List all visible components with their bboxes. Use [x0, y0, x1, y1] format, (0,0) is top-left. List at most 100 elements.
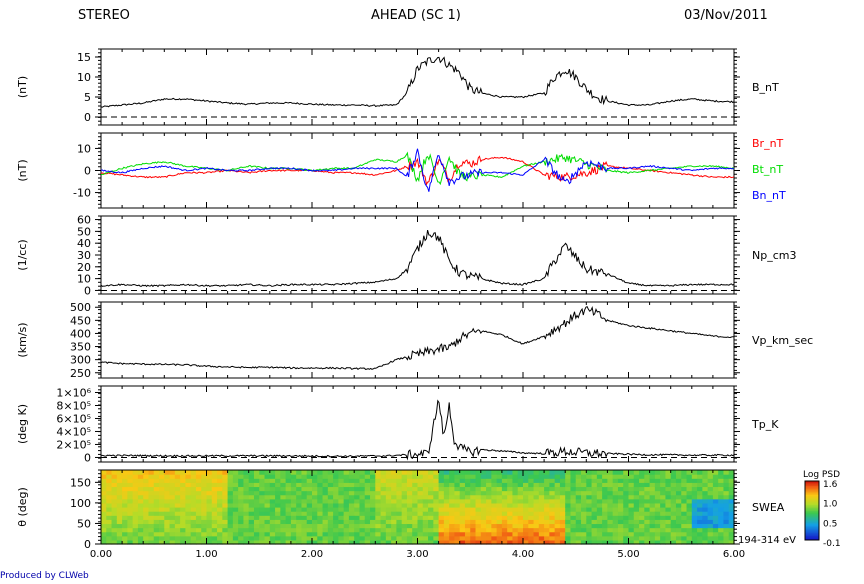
heatmap-cell — [190, 486, 197, 492]
heatmap-cell — [523, 531, 529, 537]
heatmap-cell — [728, 539, 735, 545]
heatmap-cell — [217, 535, 223, 541]
heatmap-cell — [217, 486, 223, 492]
heatmap-cell — [723, 490, 730, 496]
colorbar-cell — [805, 529, 819, 532]
heatmap-cell — [691, 502, 698, 508]
heatmap-cell — [633, 515, 640, 520]
x-tick-label: 0.00 — [90, 549, 112, 560]
heatmap-cell — [433, 490, 440, 496]
heatmap-cell — [343, 539, 350, 545]
heatmap-cell — [412, 490, 419, 496]
heatmap-cell — [380, 482, 387, 488]
heatmap-cell — [443, 519, 450, 525]
heatmap-cell — [101, 527, 107, 533]
heatmap-cell — [338, 511, 345, 516]
heatmap-cell — [343, 527, 350, 533]
heatmap-cell — [238, 494, 245, 500]
heatmap-cell — [122, 494, 128, 500]
heatmap-cell — [681, 531, 688, 537]
heatmap-cell — [127, 515, 134, 520]
heatmap-cell — [675, 474, 682, 479]
heatmap-cell — [232, 527, 239, 533]
heatmap-cell — [691, 490, 698, 496]
heatmap-cell — [174, 470, 181, 475]
heatmap-cell — [127, 527, 134, 533]
heatmap-cell — [269, 515, 276, 520]
heatmap-cell — [164, 507, 171, 512]
heatmap-cell — [443, 511, 450, 516]
heatmap-cell — [348, 474, 355, 479]
heatmap-cell — [686, 474, 693, 479]
heatmap-cell — [285, 470, 292, 475]
colorbar-cell — [805, 483, 819, 486]
heatmap-cell — [454, 527, 461, 533]
heatmap-cell — [180, 502, 186, 508]
heatmap-cell — [496, 502, 503, 508]
heatmap-cell — [459, 523, 466, 529]
heatmap-cell — [422, 490, 429, 496]
heatmap-cell — [385, 494, 392, 500]
heatmap-cell — [232, 498, 239, 504]
heatmap-cell — [253, 474, 260, 479]
heatmap-cell — [491, 511, 498, 516]
heatmap-cell — [417, 478, 424, 483]
heatmap-cell — [195, 494, 202, 500]
heatmap-cell — [496, 507, 503, 512]
heatmap-cell — [348, 490, 355, 496]
heatmap-cell — [480, 535, 487, 541]
heatmap-cell — [253, 539, 260, 545]
heatmap-cell — [275, 515, 281, 520]
heatmap-cell — [285, 478, 292, 483]
heatmap-cell — [681, 519, 688, 525]
heatmap-cell — [391, 519, 397, 525]
heatmap-cell — [148, 515, 155, 520]
heatmap-cell — [623, 531, 630, 537]
heatmap-cell — [343, 519, 350, 525]
heatmap-cell — [433, 519, 440, 525]
heatmap-cell — [143, 515, 150, 520]
heatmap-cell — [164, 494, 171, 500]
heatmap-cell — [206, 527, 213, 533]
heatmap-cell — [628, 511, 635, 516]
heatmap-cell — [380, 494, 387, 500]
heatmap-cell — [591, 474, 598, 479]
heatmap-cell — [596, 470, 603, 475]
heatmap-cell — [401, 539, 408, 545]
heatmap-cell — [528, 478, 535, 483]
heatmap-cell — [280, 502, 287, 508]
heatmap-cell — [238, 511, 245, 516]
heatmap-cell — [159, 490, 165, 496]
heatmap-cell — [122, 470, 128, 475]
heatmap-cell — [132, 519, 139, 525]
heatmap-cell — [137, 531, 144, 537]
heatmap-cell — [470, 507, 477, 512]
heatmap-cell — [544, 527, 550, 533]
heatmap-cell — [232, 478, 239, 483]
heatmap-cell — [428, 507, 434, 512]
heatmap-cell — [428, 482, 434, 488]
heatmap-cell — [523, 507, 529, 512]
heatmap-cell — [665, 498, 672, 504]
heatmap-cell — [596, 486, 603, 492]
heatmap-cell — [391, 535, 397, 541]
heatmap-cell — [174, 474, 181, 479]
heatmap-cell — [686, 494, 693, 500]
heatmap-cell — [169, 478, 176, 483]
heatmap-cell — [301, 523, 308, 529]
heatmap-cell — [143, 498, 150, 504]
heatmap-cell — [654, 482, 661, 488]
heatmap-cell — [628, 474, 635, 479]
heatmap-cell — [702, 498, 709, 504]
heatmap-cell — [312, 486, 318, 492]
heatmap-cell — [612, 494, 619, 500]
heatmap-cell — [101, 511, 107, 516]
heatmap-cell — [364, 490, 371, 496]
heatmap-cell — [375, 535, 382, 541]
heatmap-cell — [454, 486, 461, 492]
heatmap-cell — [596, 527, 603, 533]
heatmap-cell — [364, 507, 371, 512]
heatmap-cell — [406, 539, 413, 545]
heatmap-cell — [649, 474, 656, 479]
heatmap-cell — [628, 523, 635, 529]
